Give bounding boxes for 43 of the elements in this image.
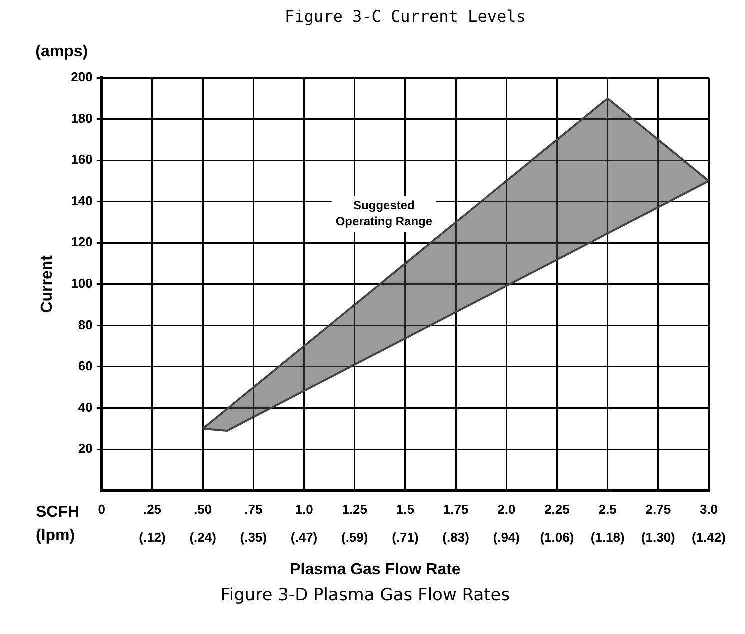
caption: Figure 3-D Plasma Gas Flow Rates (220, 585, 510, 606)
x-tick-label: .75 (244, 502, 263, 518)
annotation: Suggested Operating Range (336, 198, 433, 229)
chart-title: Figure 3-C Current Levels (285, 7, 526, 26)
x-tick-label: .50 (194, 502, 212, 518)
x-tick-label: 1.75 (443, 502, 469, 518)
x-tick-label: 2.75 (646, 502, 672, 518)
x-tick-label: 3.0 (700, 502, 718, 518)
x2-tick-label: (1.06) (540, 530, 574, 545)
x2-tick-label: (.94) (493, 530, 520, 545)
x2-tick-label: (1.30) (641, 530, 676, 545)
x-tick-label: 0 (98, 502, 106, 518)
x-tick-label: .25 (143, 502, 162, 518)
x2-tick-label: (.12) (139, 530, 166, 545)
x-tick-label: 1.25 (342, 502, 368, 518)
y-tick-label: 80 (78, 317, 93, 332)
y-tick-label: 120 (71, 234, 93, 250)
x2-tick-label: (1.42) (692, 530, 726, 545)
y-tick-label: 160 (71, 152, 93, 168)
text: (amps) (36, 43, 88, 60)
x2-tick-label: (.83) (442, 530, 470, 545)
x2-tick-label: (1.18) (590, 530, 625, 545)
text: SCFH (36, 504, 80, 522)
x-tick-label: 2.25 (544, 502, 570, 518)
x2-tick-label: (.59) (341, 530, 368, 545)
y-tick-label: 60 (78, 358, 93, 374)
y-tick-label: 20 (78, 441, 93, 456)
y-tick-label: 180 (71, 110, 93, 126)
x-tick-label: 2.0 (498, 502, 516, 518)
x2-tick-label: (.71) (392, 530, 419, 545)
y-tick-label: 40 (78, 400, 93, 415)
x-tick-label: 2.5 (598, 502, 617, 518)
text: (lpm) (36, 528, 76, 545)
x2-tick-label: (.47) (290, 530, 318, 545)
x-tick-label: 1.0 (295, 502, 314, 518)
x-axis-title: Plasma Gas Flow Rate (290, 561, 461, 578)
y-tick-label: 100 (71, 276, 93, 291)
x-tick-label: 1.5 (396, 502, 414, 518)
x2-tick-label: (.24) (190, 530, 216, 545)
y-tick-label: 200 (71, 70, 93, 85)
x2-tick-label: (.35) (240, 530, 268, 545)
y-tick-label: 140 (71, 193, 93, 208)
y-axis-title: Current (39, 254, 56, 314)
